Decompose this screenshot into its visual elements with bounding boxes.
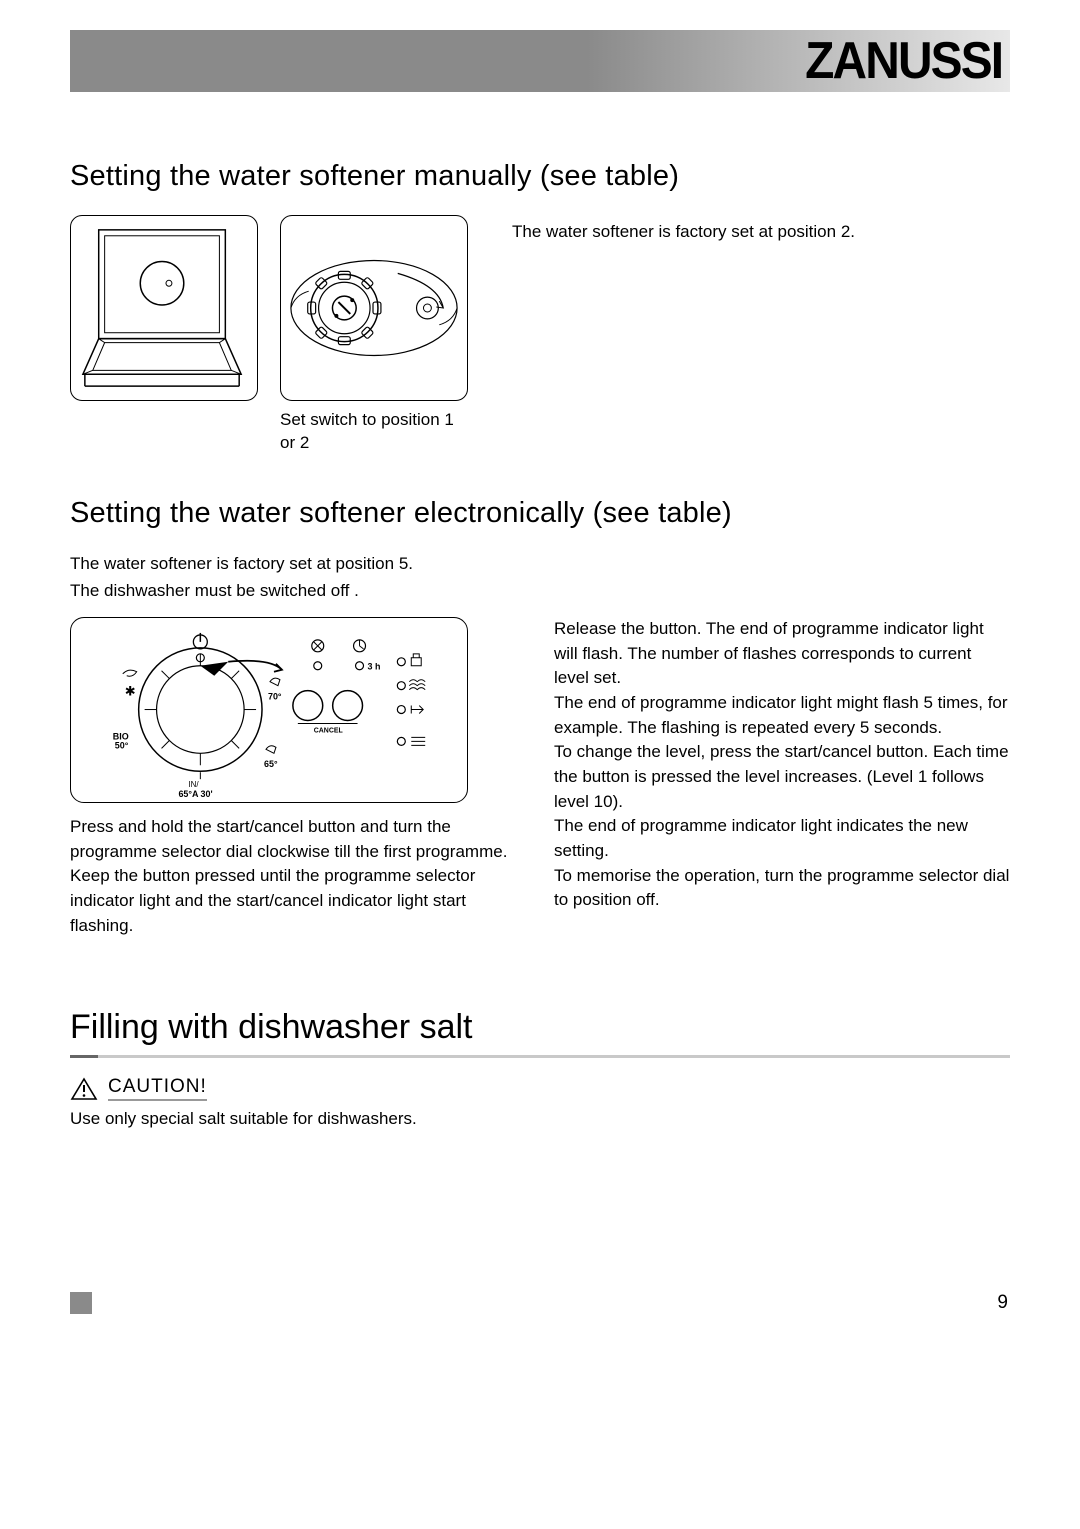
softener-illustration [281,216,467,400]
label-3h: 3 h [367,662,380,672]
diagram2-wrap: Set switch to position 1 or 2 [280,215,468,455]
section3-rule [70,1055,1010,1058]
diagram-dishwasher-open [70,215,258,401]
caution-label: CAUTION! [108,1076,207,1101]
diagram2-caption: Set switch to position 1 or 2 [280,409,468,455]
header-bar: ZANUSSI [70,30,1010,92]
section2-title: Setting the water softener electronicall… [70,497,1010,530]
svg-text:IN/: IN/ [188,780,199,789]
right-p3: To change the level, press the start/can… [554,740,1010,814]
section1-title: Setting the water softener manually (see… [70,160,1010,193]
diagram1-wrap [70,215,258,455]
svg-text:50°: 50° [115,740,129,750]
label-65: 65° [264,759,278,769]
right-column: Release the button. The end of programme… [554,617,1010,938]
section2-intro: The water softener is factory set at pos… [70,552,1010,603]
page-number: 9 [997,1292,1008,1314]
left-p2: Keep the button pressed until the progra… [70,864,526,938]
caution-text: Use only special salt suitable for dishw… [70,1107,1010,1132]
dishwasher-illustration [71,216,257,400]
control-panel-diagram: BIO 50° ✱ IN/ 65°A 30' 70° 65° [70,617,468,803]
label-bottom: 65°A 30' [178,789,212,799]
right-p2: The end of programme indicator light mig… [554,691,1010,740]
left-p1: Press and hold the start/cancel button a… [70,815,526,864]
diagram-softener-switch [280,215,468,401]
section1-side-text: The water softener is factory set at pos… [512,215,855,455]
intro-line1: The water softener is factory set at pos… [70,552,1010,577]
footer-square [70,1292,92,1314]
label-70: 70° [268,692,282,702]
left-column: BIO 50° ✱ IN/ 65°A 30' 70° 65° [70,617,526,938]
section3-title: Filling with dishwasher salt [70,1008,1010,1047]
section1-row: Set switch to position 1 or 2 The water … [70,215,1010,455]
label-cancel: CANCEL [314,728,344,735]
caution-row: CAUTION! [70,1076,1010,1101]
right-p5: To memorise the operation, turn the prog… [554,864,1010,913]
intro-line2: The dishwasher must be switched off . [70,579,1010,604]
svg-text:✱: ✱ [125,684,136,699]
right-p4: The end of programme indicator light ind… [554,814,1010,863]
page-footer: 9 [70,1292,1010,1322]
section2-columns: BIO 50° ✱ IN/ 65°A 30' 70° 65° [70,617,1010,938]
warning-icon [70,1077,98,1101]
right-p1: Release the button. The end of programme… [554,617,1010,691]
control-panel-svg: BIO 50° ✱ IN/ 65°A 30' 70° 65° [71,618,467,803]
brand-logo: ZANUSSI [805,31,1002,91]
